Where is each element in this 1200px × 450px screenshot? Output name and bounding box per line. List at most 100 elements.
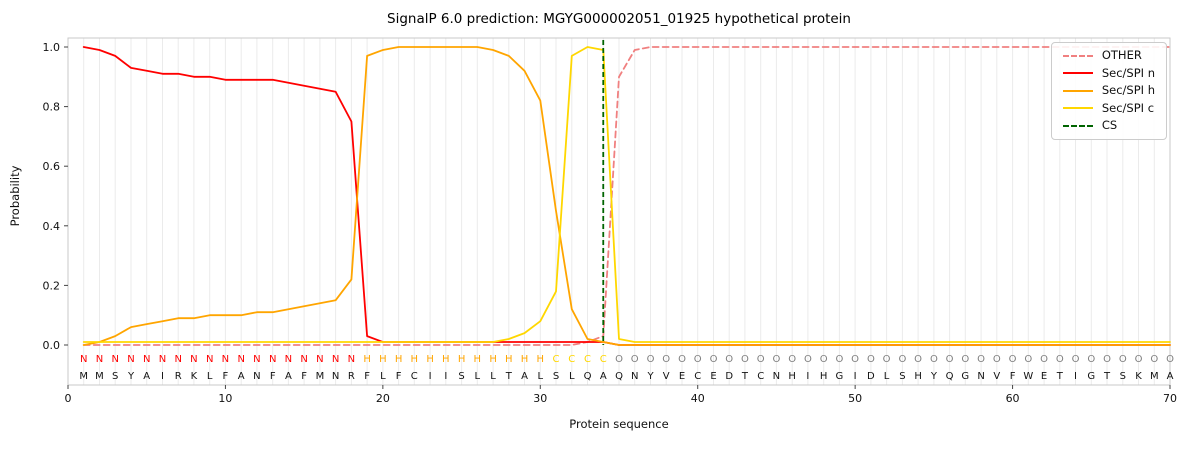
region-letter: H	[379, 354, 387, 365]
sequence-letter: L	[380, 371, 386, 382]
sequence-letter: S	[112, 371, 118, 382]
sequence-letter: F	[301, 371, 307, 382]
sequence-letter: N	[773, 371, 780, 382]
region-letter: O	[1135, 354, 1143, 365]
region-letter: N	[300, 354, 307, 365]
sequence-letter: H	[820, 371, 828, 382]
sequence-letter: H	[914, 371, 922, 382]
region-letter: O	[946, 354, 954, 365]
sequence-letter: N	[631, 371, 638, 382]
sequence-letter: C	[694, 371, 701, 382]
sequence-letter: E	[710, 371, 716, 382]
sequence-letter: I	[806, 371, 809, 382]
legend-item-sec-spi-n: Sec/SPI n	[1062, 65, 1155, 80]
sequence-letter: G	[1087, 371, 1095, 382]
legend-item-sec-spi-h: Sec/SPI h	[1062, 83, 1155, 97]
sequence-letter: I	[429, 371, 432, 382]
region-letter: O	[1009, 354, 1017, 365]
region-letter: O	[694, 354, 702, 365]
region-letter: O	[725, 354, 733, 365]
legend-line-sample	[1062, 107, 1093, 110]
sequence-letter: A	[521, 371, 528, 382]
x-tick-label: 0	[65, 392, 72, 405]
chart-title: SignalP 6.0 prediction: MGYG000002051_01…	[387, 11, 851, 27]
region-letter: O	[898, 354, 906, 365]
x-tick-label: 50	[848, 392, 862, 405]
region-letter: N	[237, 354, 244, 365]
region-letter: N	[111, 354, 118, 365]
series-line-sec-spi-n	[82, 46, 1171, 346]
legend-label: OTHER	[1101, 48, 1142, 62]
region-letter: N	[159, 354, 166, 365]
sequence-letter: F	[396, 371, 402, 382]
x-tick-label: 20	[376, 392, 390, 405]
region-letter: N	[143, 354, 150, 365]
sequence-letter: M	[316, 371, 325, 382]
region-letter: O	[1072, 354, 1080, 365]
y-tick-label: 0.0	[43, 339, 61, 352]
region-letter: O	[804, 354, 812, 365]
region-letter: O	[977, 354, 985, 365]
region-letter: N	[127, 354, 134, 365]
region-letter: C	[553, 354, 560, 365]
region-letter: N	[190, 354, 197, 365]
x-tick-label: 60	[1006, 392, 1020, 405]
legend: OTHER Sec/SPI n Sec/SPI h Sec/SPI c CS	[1050, 42, 1167, 140]
gridlines	[83, 38, 1171, 385]
x-axis-label: Protein sequence	[569, 417, 669, 431]
sequence-letter: I	[854, 371, 857, 382]
sequence-letter: D	[725, 371, 733, 382]
legend-item-other: OTHER	[1062, 48, 1155, 62]
legend-item-cs: CS	[1062, 119, 1155, 132]
region-letter: C	[600, 354, 607, 365]
sequence-letter: T	[1056, 371, 1064, 382]
sequence-letter: L	[884, 371, 890, 382]
sequence-letter: E	[679, 371, 685, 382]
region-letter: O	[1150, 354, 1158, 365]
region-letter: O	[1166, 354, 1174, 365]
series-line-sec-spi-c	[82, 46, 1171, 343]
sequence-letter: I	[1074, 371, 1077, 382]
region-letter: O	[835, 354, 843, 365]
region-letter: O	[820, 354, 828, 365]
y-tick-label: 0.2	[43, 279, 61, 292]
sequence-letter: E	[1041, 371, 1047, 382]
region-letter: N	[332, 354, 339, 365]
region-letter: H	[458, 354, 466, 365]
sequence-letter: F	[223, 371, 229, 382]
sequence-letter: L	[475, 371, 481, 382]
sequence-letter: K	[191, 371, 198, 382]
region-letter: O	[788, 354, 796, 365]
region-letter: O	[710, 354, 718, 365]
series-line-other	[82, 46, 1171, 346]
region-letter: C	[568, 354, 575, 365]
legend-item-sec-spi-c: Sec/SPI c	[1062, 102, 1155, 115]
region-letter: O	[1087, 354, 1095, 365]
region-letter: H	[474, 354, 482, 365]
region-letter: H	[395, 354, 403, 365]
region-letter: H	[411, 354, 419, 365]
legend-label: Sec/SPI n	[1101, 65, 1155, 80]
region-letter: C	[584, 354, 591, 365]
region-letter: N	[80, 354, 87, 365]
sequence-letter: L	[207, 371, 213, 382]
sequence-letter: S	[1120, 371, 1126, 382]
region-letter: O	[662, 354, 670, 365]
sequence-letter: C	[757, 371, 764, 382]
region-letter: N	[348, 354, 355, 365]
region-letter: N	[285, 354, 292, 365]
region-letter: O	[961, 354, 969, 365]
sequence-letter: A	[143, 371, 150, 382]
sequence-letter: F	[364, 371, 370, 382]
sequence-letter: M	[1150, 371, 1159, 382]
sequence-letter: L	[490, 371, 496, 382]
series-line-sec-spi-h	[82, 46, 1171, 346]
sequence-letter: Q	[615, 371, 623, 382]
region-letter: N	[269, 354, 276, 365]
sequence-letter: F	[1010, 371, 1016, 382]
region-letter: O	[647, 354, 655, 365]
sequence-letter: Q	[584, 371, 592, 382]
legend-line-sample	[1062, 72, 1093, 75]
legend-label: Sec/SPI h	[1101, 83, 1155, 97]
